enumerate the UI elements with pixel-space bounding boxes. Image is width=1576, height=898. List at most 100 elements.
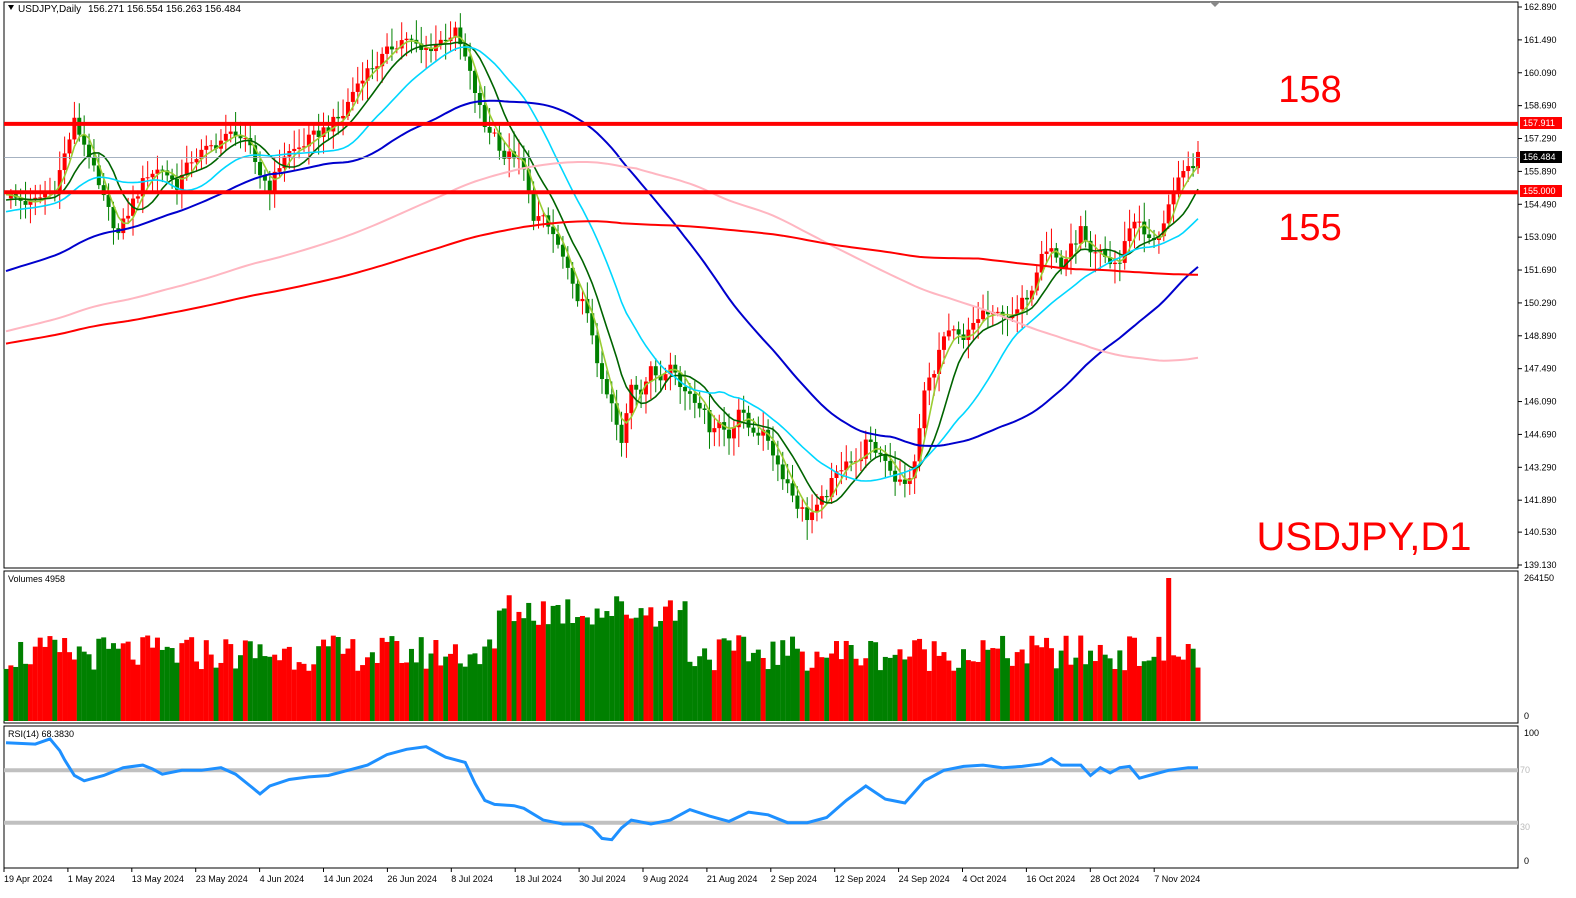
volume-bar bbox=[946, 660, 952, 721]
candle-body bbox=[678, 372, 683, 387]
volume-bar bbox=[1044, 637, 1050, 721]
candle-body bbox=[687, 391, 692, 394]
volume-bar bbox=[321, 639, 327, 721]
volume-bar bbox=[443, 656, 449, 721]
volume-bar bbox=[1063, 635, 1069, 721]
volume-bar bbox=[760, 657, 766, 721]
candle-body bbox=[521, 158, 526, 170]
volume-bar bbox=[599, 617, 605, 721]
volume-bar bbox=[702, 648, 708, 721]
candle-body bbox=[145, 177, 150, 179]
volume-bar bbox=[360, 665, 366, 721]
candle-body bbox=[282, 156, 287, 169]
candle-body bbox=[1166, 204, 1171, 224]
volume-bars-layer bbox=[3, 578, 1201, 721]
volume-bar bbox=[584, 617, 590, 721]
candle-body bbox=[1112, 262, 1117, 265]
volume-bar bbox=[213, 667, 219, 721]
chart-shift-marker-icon[interactable] bbox=[1210, 2, 1220, 7]
candle-body bbox=[775, 455, 780, 465]
volume-bar bbox=[677, 610, 683, 721]
volume-bar bbox=[658, 620, 664, 721]
rsi-0-label: 0 bbox=[1524, 856, 1529, 866]
volume-bar bbox=[868, 640, 874, 721]
volume-bar bbox=[399, 662, 405, 721]
candle-body bbox=[1068, 243, 1073, 260]
date-tick-label: 9 Aug 2024 bbox=[643, 874, 689, 884]
volume-title: Volumes 4958 bbox=[8, 574, 65, 584]
candle-body bbox=[746, 412, 751, 428]
volume-bar bbox=[91, 669, 97, 721]
candle-body bbox=[1137, 221, 1142, 223]
volume-bar bbox=[736, 635, 742, 721]
candle-body bbox=[214, 145, 219, 149]
candle-body bbox=[981, 310, 986, 320]
candle-body bbox=[1142, 221, 1147, 235]
price-tick-label: 147.490 bbox=[1524, 364, 1557, 374]
support-price-tag-text: 155.000 bbox=[1523, 186, 1556, 196]
volume-bar bbox=[902, 659, 908, 721]
volume-bar bbox=[404, 662, 410, 721]
volume-bar bbox=[1180, 659, 1186, 721]
volume-bar bbox=[706, 659, 712, 721]
candle-body bbox=[1171, 191, 1176, 205]
volume-bar bbox=[150, 647, 156, 721]
candle-body bbox=[306, 134, 311, 147]
volume-bar bbox=[951, 670, 957, 721]
date-tick-label: 19 Apr 2024 bbox=[4, 874, 53, 884]
volume-bar bbox=[1166, 578, 1172, 721]
rsi-70-label: 70 bbox=[1520, 765, 1530, 775]
candle-body bbox=[258, 161, 263, 176]
volume-bar bbox=[394, 641, 400, 721]
volume-bar bbox=[594, 608, 600, 721]
volume-bar bbox=[115, 648, 121, 721]
candle-body bbox=[1176, 177, 1181, 192]
candle-body bbox=[556, 234, 561, 245]
price-tick-label: 154.490 bbox=[1524, 199, 1557, 209]
candle-body bbox=[595, 335, 600, 364]
candle-body bbox=[375, 66, 380, 70]
volume-bar bbox=[1146, 660, 1152, 721]
volume-bar bbox=[917, 638, 923, 721]
candle-body bbox=[394, 48, 399, 50]
candle-body bbox=[1191, 166, 1196, 169]
candle-body bbox=[1083, 226, 1088, 241]
volume-bar bbox=[877, 670, 883, 721]
volume-bar bbox=[941, 652, 947, 721]
volume-bar bbox=[1151, 656, 1157, 721]
volume-bar bbox=[223, 639, 229, 721]
candle-body bbox=[1108, 257, 1113, 265]
candle-body bbox=[868, 439, 873, 442]
candle-body bbox=[1020, 297, 1025, 310]
candle-body bbox=[189, 162, 194, 164]
price-panel[interactable] bbox=[3, 1, 1519, 569]
volume-bar bbox=[1122, 670, 1128, 721]
volume-bar bbox=[47, 636, 53, 721]
candle-body bbox=[409, 38, 414, 40]
candle-body bbox=[614, 403, 619, 425]
rsi-panel[interactable] bbox=[3, 725, 1519, 869]
candle-body bbox=[57, 170, 62, 194]
candle-body bbox=[643, 381, 648, 395]
volume-bar bbox=[540, 601, 546, 721]
volume-bar bbox=[824, 657, 830, 721]
volume-bar bbox=[721, 638, 727, 721]
resistance-price-tag bbox=[1520, 117, 1562, 129]
price-tick-label: 153.090 bbox=[1524, 232, 1557, 242]
moving-average-line bbox=[5, 220, 1198, 345]
menu-arrow-icon[interactable] bbox=[8, 5, 14, 10]
candle-body bbox=[941, 336, 946, 350]
volume-bar bbox=[663, 606, 669, 721]
volume-bar bbox=[892, 654, 898, 721]
candle-body bbox=[106, 195, 111, 207]
volume-bar bbox=[32, 646, 38, 721]
candle-body bbox=[736, 409, 741, 428]
price-tick-label: 162.890 bbox=[1524, 2, 1557, 12]
volume-bar bbox=[457, 663, 463, 721]
volume-min-label: 0 bbox=[1524, 711, 1529, 721]
candle-body bbox=[541, 215, 546, 217]
price-tick-label: 157.290 bbox=[1524, 134, 1557, 144]
volume-bar bbox=[672, 620, 678, 721]
volume-bar bbox=[154, 637, 160, 721]
